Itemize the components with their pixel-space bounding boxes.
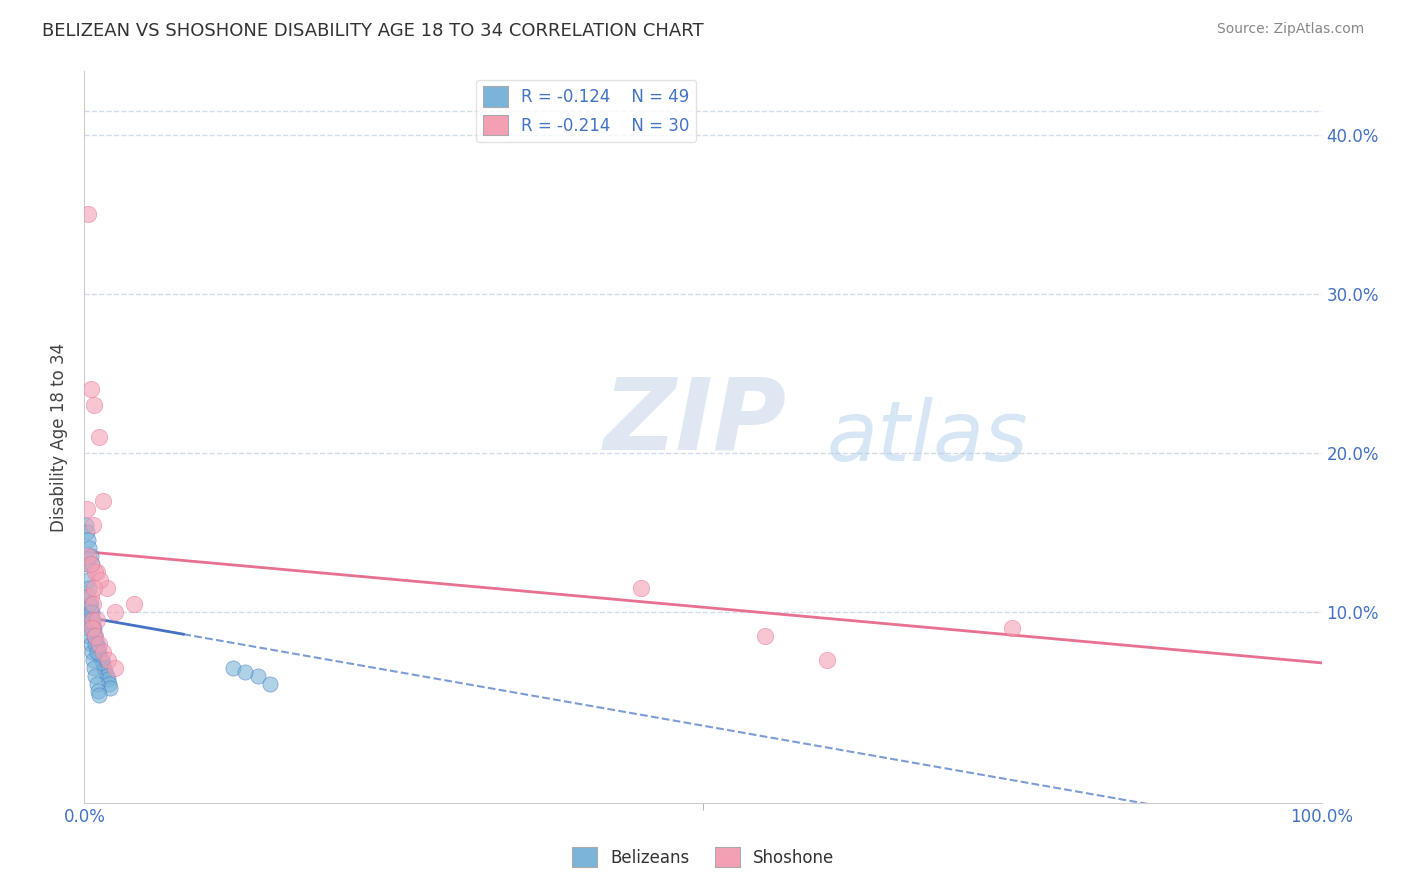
Point — [96, 668, 118, 682]
Point — [259, 676, 281, 690]
Point — [104, 605, 127, 619]
Point — [96, 581, 118, 595]
Point — [89, 430, 111, 444]
Point — [77, 589, 100, 603]
Point — [86, 566, 108, 580]
Point — [86, 613, 108, 627]
Point — [87, 684, 110, 698]
Point — [97, 672, 120, 686]
Text: Source: ZipAtlas.com: Source: ZipAtlas.com — [1216, 22, 1364, 37]
Point — [79, 605, 101, 619]
Point — [77, 207, 100, 221]
Point — [89, 637, 111, 651]
Point — [79, 541, 101, 556]
Point — [86, 637, 108, 651]
Point — [84, 637, 107, 651]
Point — [76, 501, 98, 516]
Point — [80, 613, 103, 627]
Point — [86, 676, 108, 690]
Point — [79, 589, 101, 603]
Point — [82, 597, 104, 611]
Point — [91, 656, 114, 670]
Point — [80, 621, 103, 635]
Point — [80, 605, 103, 619]
Point — [104, 660, 127, 674]
Point — [122, 597, 145, 611]
Point — [98, 676, 121, 690]
Point — [82, 517, 104, 532]
Point — [82, 613, 104, 627]
Point — [80, 558, 103, 572]
Point — [82, 653, 104, 667]
Point — [75, 517, 97, 532]
Point — [80, 613, 103, 627]
Point — [79, 597, 101, 611]
Point — [79, 549, 101, 564]
Point — [76, 613, 98, 627]
Text: atlas: atlas — [827, 397, 1028, 477]
Point — [91, 493, 114, 508]
Point — [93, 660, 115, 674]
Point — [84, 566, 107, 580]
Legend: Belizeans, Shoshone: Belizeans, Shoshone — [565, 840, 841, 874]
Point — [815, 653, 838, 667]
Point — [246, 668, 269, 682]
Point — [77, 621, 100, 635]
Point — [86, 645, 108, 659]
Point — [83, 629, 105, 643]
Point — [79, 637, 101, 651]
Point — [79, 383, 101, 397]
Point — [98, 681, 121, 696]
Point — [83, 621, 105, 635]
Point — [83, 581, 105, 595]
Y-axis label: Disability Age 18 to 34: Disability Age 18 to 34 — [51, 343, 69, 532]
Point — [91, 645, 114, 659]
Point — [79, 558, 101, 572]
Point — [76, 558, 98, 572]
Point — [77, 533, 100, 548]
Point — [89, 573, 111, 587]
Point — [77, 549, 100, 564]
Point — [84, 668, 107, 682]
Point — [754, 629, 776, 643]
Point — [89, 649, 111, 664]
Point — [82, 621, 104, 635]
Point — [79, 629, 101, 643]
Point — [222, 660, 245, 674]
Point — [90, 653, 112, 667]
Point — [89, 645, 111, 659]
Point — [83, 660, 105, 674]
Point — [94, 664, 117, 678]
Point — [87, 640, 110, 654]
Point — [76, 525, 98, 540]
Point — [1001, 621, 1024, 635]
Point — [84, 629, 107, 643]
Point — [630, 581, 652, 595]
Point — [89, 688, 111, 702]
Point — [80, 645, 103, 659]
Text: BELIZEAN VS SHOSHONE DISABILITY AGE 18 TO 34 CORRELATION CHART: BELIZEAN VS SHOSHONE DISABILITY AGE 18 T… — [42, 22, 704, 40]
Point — [79, 597, 101, 611]
Point — [79, 581, 101, 595]
Point — [83, 398, 105, 412]
Point — [77, 573, 100, 587]
Point — [97, 653, 120, 667]
Point — [233, 665, 256, 680]
Point — [84, 629, 107, 643]
Text: ZIP: ZIP — [605, 374, 787, 471]
